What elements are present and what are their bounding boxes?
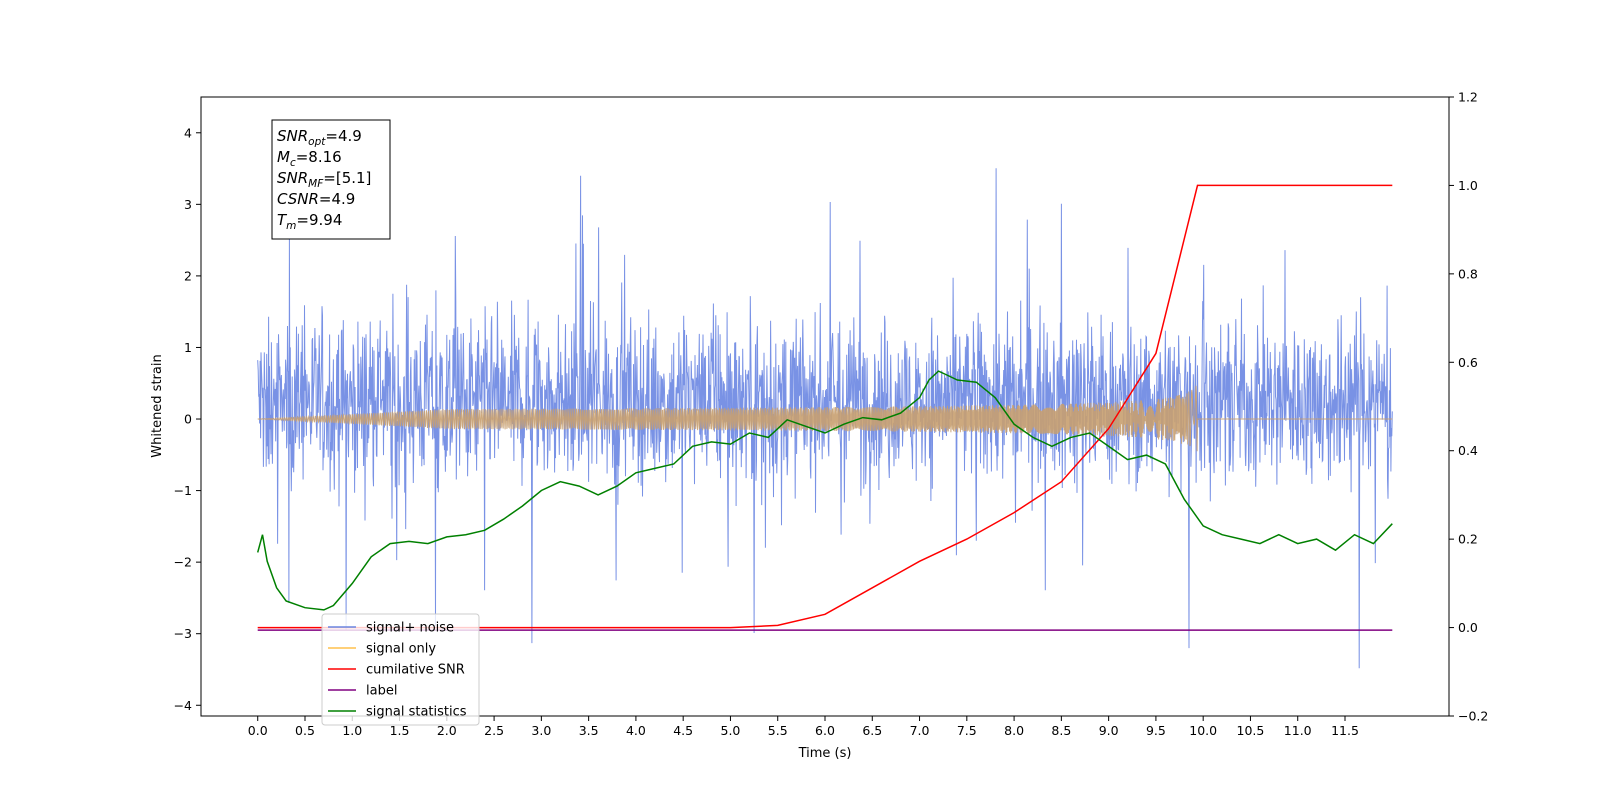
y2-tick-label: 1.2 bbox=[1458, 90, 1478, 105]
y-tick-label: −4 bbox=[174, 698, 192, 713]
annotation-symbol: CSNR bbox=[277, 190, 319, 208]
x-tick-label: 3.5 bbox=[579, 723, 599, 738]
y-axis-left: 4 3 2 1 0 −1 −2 −3 −4 bbox=[174, 125, 201, 713]
annotation-symbol: SNR bbox=[277, 127, 308, 145]
legend-label: signal statistics bbox=[366, 705, 467, 720]
x-tick-label: 5.5 bbox=[768, 723, 788, 738]
x-tick-label: 1.5 bbox=[390, 723, 410, 738]
series-signal-only bbox=[257, 385, 1393, 452]
annotation-symbol: T bbox=[277, 211, 288, 229]
legend-items: signal+ noise signal only cumilative SNR la… bbox=[328, 621, 467, 720]
annotation-lines: SNRopt=4.9Mc=8.16SNRMF=[5.1]CSNR=4.9Tm=9… bbox=[277, 127, 371, 232]
legend-label: label bbox=[366, 684, 397, 699]
y-tick-label: 4 bbox=[184, 125, 192, 140]
y-tick-label: 1 bbox=[184, 340, 192, 355]
y-axis-label: Whitened strain bbox=[150, 354, 165, 457]
annotation-subscript: m bbox=[286, 220, 296, 232]
x-tick-label: 6.0 bbox=[815, 723, 835, 738]
annotation-value: =4.9 bbox=[325, 127, 361, 145]
annotation-line: Tm=9.94 bbox=[277, 211, 342, 232]
y2-tick-label: 1.0 bbox=[1458, 178, 1478, 193]
x-tick-label: 0.0 bbox=[248, 723, 268, 738]
annotation-subscript: opt bbox=[308, 136, 326, 148]
legend-label: cumilative SNR bbox=[366, 663, 465, 678]
annotation-subscript: c bbox=[290, 157, 296, 169]
x-tick-label: 3.0 bbox=[531, 723, 551, 738]
x-axis-label: Time (s) bbox=[798, 746, 852, 761]
x-tick-label: 0.5 bbox=[295, 723, 315, 738]
x-tick-label: 5.0 bbox=[721, 723, 741, 738]
x-tick-label: 2.5 bbox=[484, 723, 504, 738]
x-tick-label: 7.0 bbox=[910, 723, 930, 738]
x-tick-label: 4.0 bbox=[626, 723, 646, 738]
stats-annotation: SNRopt=4.9Mc=8.16SNRMF=[5.1]CSNR=4.9Tm=9… bbox=[271, 119, 391, 240]
x-tick-label: 4.5 bbox=[673, 723, 693, 738]
annotation-symbol: M bbox=[277, 148, 290, 166]
annotation-value: =8.16 bbox=[296, 148, 342, 166]
x-tick-label: 2.0 bbox=[437, 723, 457, 738]
y2-tick-label: 0.8 bbox=[1458, 266, 1478, 281]
y-tick-label: 3 bbox=[184, 197, 192, 212]
y2-tick-label: 0.6 bbox=[1458, 355, 1478, 370]
x-tick-label: 10.0 bbox=[1189, 723, 1217, 738]
legend-label: signal+ noise bbox=[366, 621, 454, 636]
series-cumulative-snr bbox=[257, 184, 1393, 629]
annotation-value: =4.9 bbox=[319, 190, 355, 208]
x-tick-label: 9.5 bbox=[1146, 723, 1166, 738]
x-tick-label: 1.0 bbox=[342, 723, 362, 738]
annotation-box bbox=[271, 119, 391, 240]
y-tick-label: 2 bbox=[184, 268, 192, 283]
x-axis: 0.0 0.5 1.0 1.5 2.0 2.5 3.0 3.5 4.0 4.5 5.0 5.5 6.0 6… bbox=[248, 716, 1359, 738]
y2-tick-label: 0.2 bbox=[1458, 532, 1478, 547]
x-tick-label: 11.5 bbox=[1331, 723, 1359, 738]
y-tick-label: −1 bbox=[174, 483, 192, 498]
x-tick-label: 7.5 bbox=[957, 723, 977, 738]
annotation-line: SNRMF=[5.1] bbox=[277, 169, 371, 190]
y-tick-label: −3 bbox=[174, 626, 192, 641]
y-tick-label: 0 bbox=[184, 412, 192, 427]
annotation-line: Mc=8.16 bbox=[277, 148, 342, 169]
x-tick-label: 11.0 bbox=[1284, 723, 1312, 738]
y-tick-label: −2 bbox=[174, 555, 192, 570]
legend: signal+ noise signal only cumilative SNR la… bbox=[321, 613, 480, 726]
series-signal-statistics bbox=[256, 370, 1393, 611]
y2-tick-label: 0.4 bbox=[1458, 443, 1478, 458]
annotation-subscript: MF bbox=[308, 178, 324, 190]
x-tick-label: 8.0 bbox=[1004, 723, 1024, 738]
x-tick-label: 9.0 bbox=[1099, 723, 1119, 738]
annotation-line: CSNR=4.9 bbox=[277, 190, 355, 208]
annotation-value: =[5.1] bbox=[323, 169, 371, 187]
legend-label: signal only bbox=[366, 642, 436, 657]
x-tick-label: 8.5 bbox=[1051, 723, 1071, 738]
y2-tick-label: −0.2 bbox=[1458, 709, 1488, 724]
x-tick-label: 10.5 bbox=[1237, 723, 1265, 738]
annotation-value: =9.94 bbox=[296, 211, 342, 229]
x-tick-label: 6.5 bbox=[862, 723, 882, 738]
annotation-symbol: SNR bbox=[277, 169, 308, 187]
annotation-line: SNRopt=4.9 bbox=[277, 127, 362, 148]
legend-box bbox=[321, 613, 480, 726]
y2-tick-label: 0.0 bbox=[1458, 620, 1478, 635]
y-axis-right: 1.2 1.0 0.8 0.6 0.4 0.2 0.0 −0.2 bbox=[1449, 90, 1488, 724]
